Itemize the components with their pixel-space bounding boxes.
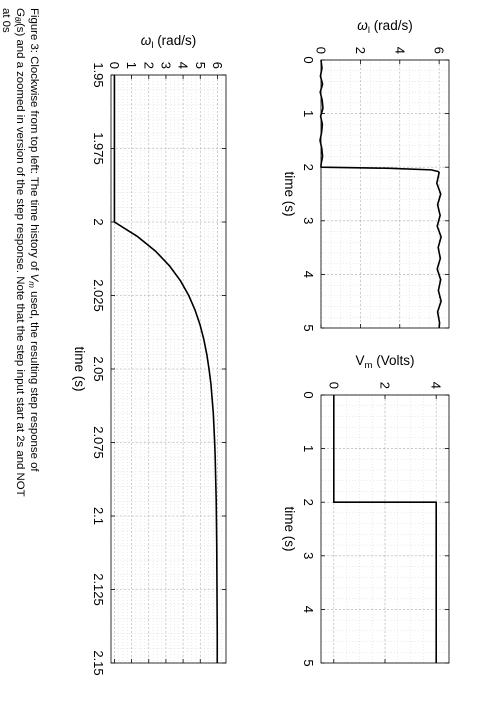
y-tick-label: 4: [429, 382, 444, 389]
y-tick-label: 3: [158, 62, 173, 69]
y-tick-label: 4: [176, 62, 191, 69]
axes-box: [320, 59, 450, 329]
y-axis-label-unit: (rad/s): [153, 33, 196, 48]
x-tick-label: 1.975: [91, 132, 106, 165]
caption-line2-b: (s) and a zoomed in version of the step …: [14, 23, 26, 497]
series-line: [319, 59, 442, 329]
x-tick-label: 2.05: [91, 356, 106, 381]
caption-vm-subscript: m: [27, 281, 36, 288]
caption-line-1: Figure 3: Clockwise from top left: The t…: [27, 8, 40, 472]
x-tick-label: 2.025: [91, 279, 106, 312]
x-tick-label: 3: [301, 217, 316, 224]
x-tick-label: 2.125: [91, 573, 106, 606]
x-axis-label: time (s): [282, 507, 297, 552]
plot-angular-velocity-full: 0 1 2 3 4 5 0 2 4 6 time (s) ωl (rad/s): [282, 18, 450, 332]
y-axis-label: ωl (rad/s): [141, 33, 196, 51]
x-tick-label: 2: [301, 164, 316, 171]
x-tick-label: 2.1: [91, 507, 106, 525]
y-axis-label-unit: (Volts): [372, 353, 414, 368]
x-tick-label: 3: [301, 552, 316, 559]
y-axis-label-symbol: ω: [357, 18, 368, 33]
x-tick-label: 2: [91, 218, 106, 225]
caption-line1-b: used, the resulting step response of: [28, 288, 40, 472]
plot-motor-voltage: 0 1 2 3 4 5 0 2 4 time (s) Vm (Volts): [282, 353, 450, 667]
y-axis-label-subscript: m: [365, 360, 373, 371]
y-tick-label: 6: [210, 62, 225, 69]
y-axis-label-subscript: l: [151, 40, 153, 51]
caption-line-3: at 0s: [0, 8, 12, 33]
y-axis-label: Vm (Volts): [356, 353, 415, 371]
caption-line-2: Gθl(s) and a zoomed in version of the st…: [13, 8, 26, 497]
caption-g-subscript: θl: [13, 17, 22, 23]
y-tick-label: 6: [432, 47, 447, 54]
y-tick-label: 2: [141, 62, 156, 69]
y-tick-label: 0: [326, 382, 341, 389]
x-tick-label: 2.075: [91, 426, 106, 459]
x-axis-label: time (s): [282, 172, 297, 217]
y-tick-label: 2: [353, 47, 368, 54]
x-tick-label: 5: [301, 659, 316, 666]
x-tick-label: 0: [301, 56, 316, 63]
x-tick-label: 5: [301, 324, 316, 331]
x-axis-label: time (s): [72, 347, 87, 392]
x-tick-label: 0: [301, 391, 316, 398]
y-axis-label-symbol: ω: [141, 33, 152, 48]
caption-line1-a: Figure 3: Clockwise from top left: The t…: [28, 8, 40, 274]
y-axis-label-symbol: V: [356, 353, 365, 368]
y-tick-label: 5: [193, 62, 208, 69]
x-tick-label: 4: [301, 271, 316, 278]
figure-caption: Figure 3: Clockwise from top left: The t…: [0, 8, 40, 497]
y-axis-label-subscript: l: [368, 25, 370, 36]
caption-vm-symbol: V: [28, 274, 40, 283]
y-tick-label: 4: [392, 47, 407, 54]
y-tick-label: 1: [124, 62, 139, 69]
x-tick-label: 2: [301, 499, 316, 506]
y-axis-label-unit: (rad/s): [370, 18, 413, 33]
x-tick-label: 4: [301, 606, 316, 613]
y-tick-label: 0: [314, 47, 329, 54]
caption-g-symbol: G: [14, 8, 26, 17]
series-line: [113, 75, 219, 663]
x-tick-label: 1: [301, 445, 316, 452]
x-tick-label: 1.95: [91, 62, 106, 87]
x-tick-label: 1: [301, 110, 316, 117]
y-axis-label: ωl (rad/s): [357, 18, 412, 36]
series-line: [333, 395, 437, 663]
y-tick-label: 2: [378, 382, 393, 389]
y-tick-label: 0: [107, 62, 122, 69]
x-tick-label: 2.15: [91, 650, 106, 675]
